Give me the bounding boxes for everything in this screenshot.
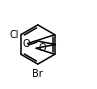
Text: O: O [38,43,46,53]
Text: Br: Br [32,69,43,78]
Text: Cl: Cl [9,30,19,40]
Text: O: O [22,39,30,49]
